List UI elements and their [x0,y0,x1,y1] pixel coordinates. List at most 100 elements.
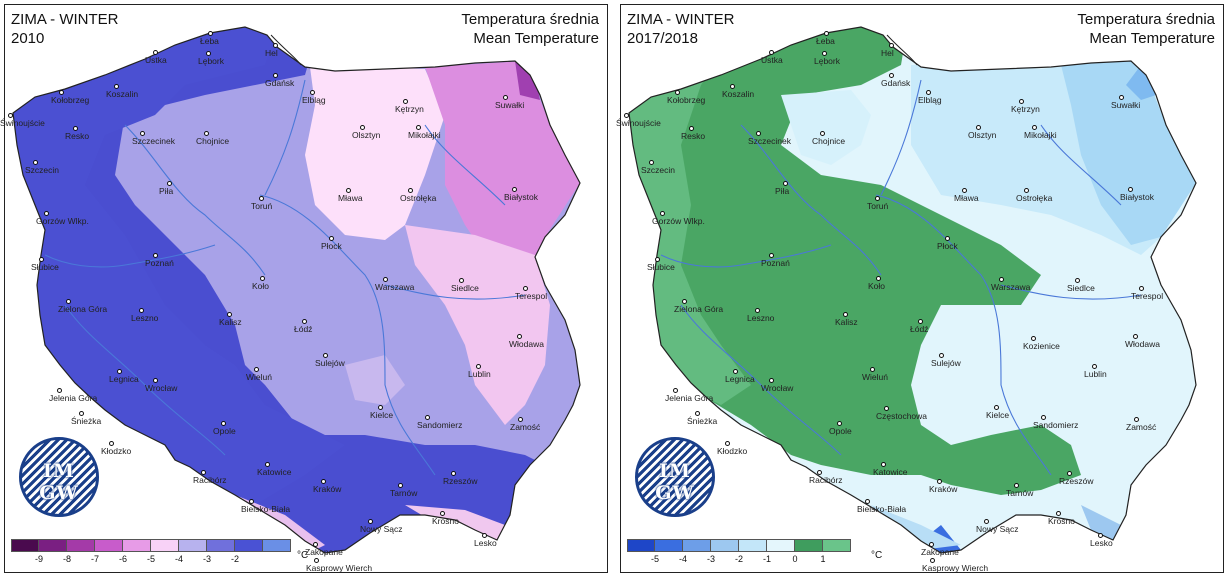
left-legend-swatch [263,539,291,552]
left-city-label-szczecin: Szczecin [25,165,60,175]
right-city-marker-leszno [755,308,760,313]
right-city-marker-ketrzyn [1019,99,1024,104]
left-city-label-leba: Łeba [200,36,219,46]
left-city-label-szczecinek: Szczecinek [132,136,175,146]
left-city-marker-swinoujscie [8,113,13,118]
right-legend-label: -5 [650,554,660,564]
left-city-label-ketrzyn: Kętrzyn [395,104,424,114]
left-legend-label: -4 [174,554,184,564]
left-city-marker-lesko [482,533,487,538]
right-city-marker-leba [824,31,829,36]
left-city-marker-slubice [39,257,44,262]
left-city-label-olsztyn: Olsztyn [352,130,381,140]
right-city-marker-plock [945,236,950,241]
left-city-label-lebork: Lębork [198,56,224,66]
left-legend-swatch [235,539,263,552]
left-city-marker-wielun [254,367,259,372]
left-city-label-nowy-sacz: Nowy Sącz [360,524,403,534]
right-city-label-raciborz: Racibórz [809,475,843,485]
left-city-label-leszno: Leszno [131,313,159,323]
right-legend-swatch [683,539,711,552]
right-legend-swatch [655,539,683,552]
left-title: ZIMA - WINTER 2010 [11,10,119,48]
right-city-marker-lublin [1092,364,1097,369]
right-city-label-rzeszow: Rzeszów [1059,476,1094,486]
temperature-map-2010 [12,26,581,554]
left-city-label-kalisz: Kalisz [219,317,242,327]
left-city-label-wielun: Wieluń [246,372,272,382]
left-city-label-torun: Toruń [251,201,273,211]
right-city-marker-rzeszow [1067,471,1072,476]
right-city-marker-sandomierz [1041,415,1046,420]
right-city-marker-wlodawa [1133,334,1138,339]
left-city-marker-zamosc [518,417,523,422]
right-city-label-suwalki: Suwałki [1111,100,1141,110]
right-city-label-sulejow: Sulejów [931,358,961,368]
left-city-marker-gdansk [273,73,278,78]
left-city-marker-katowice [265,462,270,467]
left-city-label-wroclaw: Wrocław [145,383,178,393]
right-city-label-bielsko-biala: Bielsko-Biała [857,504,907,514]
left-city-marker-opole [221,421,226,426]
left-legend-swatch [67,539,95,552]
right-city-label-slubice: Słubice [647,262,675,272]
left-city-marker-hel [273,43,278,48]
right-city-marker-resko [689,126,694,131]
right-city-label-leba: Łeba [816,36,835,46]
left-city-marker-sniezka [79,411,84,416]
left-legend-label: -8 [62,554,72,564]
right-city-label-hel: Hel [881,48,894,58]
right-city-marker-kasprowy-wierch [930,558,935,563]
left-legend-swatch [11,539,39,552]
right-city-label-kalisz: Kalisz [835,317,858,327]
right-legend-swatch [739,539,767,552]
left-city-marker-gorzow-wlkp [44,211,49,216]
left-city-marker-kolobrzeg [59,90,64,95]
left-city-marker-rzeszow [451,471,456,476]
right-legend-label: -2 [734,554,744,564]
right-legend-swatch [795,539,823,552]
right-city-marker-bialystok [1128,187,1133,192]
right-city-label-krakow: Kraków [929,484,958,494]
right-city-label-mlawa: Mława [954,193,979,203]
left-city-label-rzeszow: Rzeszów [443,476,478,486]
right-city-label-krosno: Krosno [1048,516,1075,526]
left-subtitle-line2: Mean Temperature [473,30,599,47]
left-city-marker-ketrzyn [403,99,408,104]
left-legend-label: -9 [34,554,44,564]
left-legend-unit: °C [297,550,309,561]
left-legend-label: -3 [202,554,212,564]
left-city-marker-kolo [260,276,265,281]
left-city-label-lodz: Łódź [294,324,313,334]
right-city-marker-kalisz [843,312,848,317]
right-city-label-poznan: Poznań [761,258,790,268]
imgw-logo-text: IM GW [39,460,79,504]
left-city-label-swinoujscie: Świnoujście [0,118,45,128]
left-legend-swatch [179,539,207,552]
right-city-marker-jelenia-gora [673,388,678,393]
left-city-label-resko: Resko [65,131,90,141]
right-city-label-wielun: Wieluń [862,372,888,382]
right-city-label-kolobrzeg: Kołobrzeg [667,95,706,105]
left-city-marker-suwalki [503,95,508,100]
left-city-marker-elblag [310,90,315,95]
left-city-label-ustka: Ustka [145,55,167,65]
right-city-label-lublin: Lublin [1084,369,1107,379]
imgw-logo-right-text: IM GW [655,460,695,504]
right-city-marker-lesko [1098,533,1103,538]
left-city-label-gdansk: Gdańsk [265,78,295,88]
right-city-label-warszawa: Warszawa [991,282,1031,292]
right-title: ZIMA - WINTER 2017/2018 [627,10,735,48]
right-city-label-kolo: Koło [868,281,886,291]
left-city-marker-sulejow [323,353,328,358]
right-city-marker-mlawa [962,188,967,193]
right-city-label-klodzko: Kłodzko [717,446,748,456]
right-city-label-leszno: Leszno [747,313,775,323]
left-city-label-plock: Płock [321,241,342,251]
right-city-label-legnica: Legnica [725,374,755,384]
right-city-label-bialystok: Białystok [1120,192,1155,202]
right-city-label-koszalin: Koszalin [722,89,755,99]
left-city-marker-olsztyn [360,125,365,130]
right-legend-label: -4 [678,554,688,564]
right-city-label-zielona-gora: Zielona Góra [674,304,724,314]
